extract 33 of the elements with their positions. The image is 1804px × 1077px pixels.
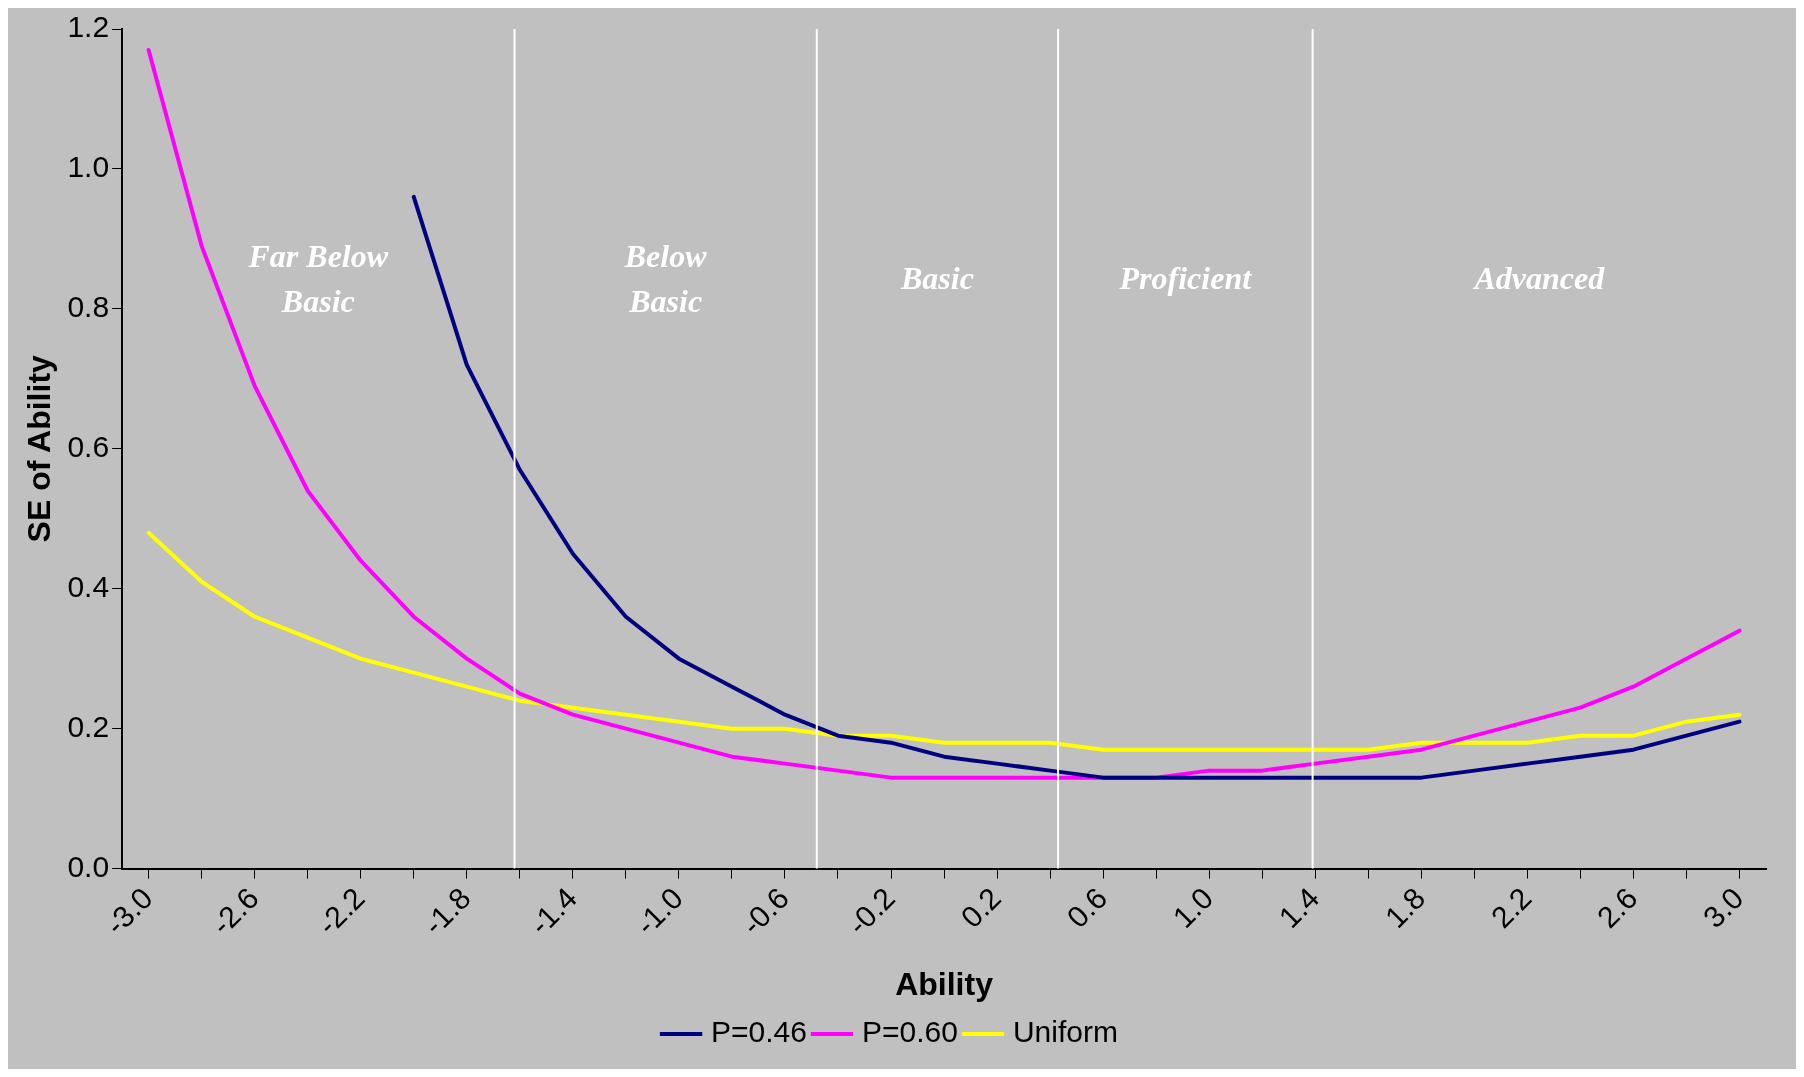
x-tick-label: -2.6	[204, 881, 265, 941]
x-tick-label: 2.6	[1590, 881, 1644, 934]
x-tick-label: -2.2	[310, 881, 371, 941]
x-tick-label: -0.2	[841, 881, 902, 941]
x-tick-label: 1.8	[1378, 881, 1432, 934]
x-tick-label: -0.6	[735, 881, 796, 941]
x-tick-label: -1.8	[416, 881, 477, 941]
y-axis-title: SE of Ability	[21, 354, 58, 543]
x-axis-title: Ability	[895, 965, 994, 1002]
annotation: Advanced	[1472, 260, 1606, 297]
annotation: Below Basic	[623, 237, 708, 319]
y-tick-label: 0.6	[67, 430, 110, 464]
y-tick-label: 0.0	[67, 849, 110, 883]
annotation: Basic	[899, 260, 974, 297]
y-tick-label: 0.8	[67, 290, 110, 324]
x-tick-label: 3.0	[1696, 881, 1750, 934]
x-tick-label: -1.4	[523, 881, 583, 941]
annotation: Far Below Basic	[247, 237, 389, 319]
annotation: Proficient	[1118, 260, 1253, 297]
x-tick-label: -3.0	[98, 881, 159, 941]
y-tick-label: 0.4	[67, 569, 110, 603]
legend-label: Uniform	[1012, 1015, 1118, 1049]
x-tick-label: 0.2	[954, 881, 1008, 934]
legend-label: P=0.60	[861, 1015, 958, 1049]
x-tick-label: 1.0	[1166, 881, 1220, 934]
y-tick-label: 1.0	[67, 150, 110, 184]
x-tick-label: 0.6	[1060, 881, 1114, 934]
x-tick-label: 1.4	[1272, 881, 1326, 934]
legend-label: P=0.46	[711, 1015, 807, 1049]
x-tick-label: 2.2	[1484, 881, 1538, 934]
y-tick-label: 0.2	[67, 709, 110, 743]
y-tick-label: 1.2	[67, 10, 110, 44]
x-tick-label: -1.0	[629, 881, 689, 941]
